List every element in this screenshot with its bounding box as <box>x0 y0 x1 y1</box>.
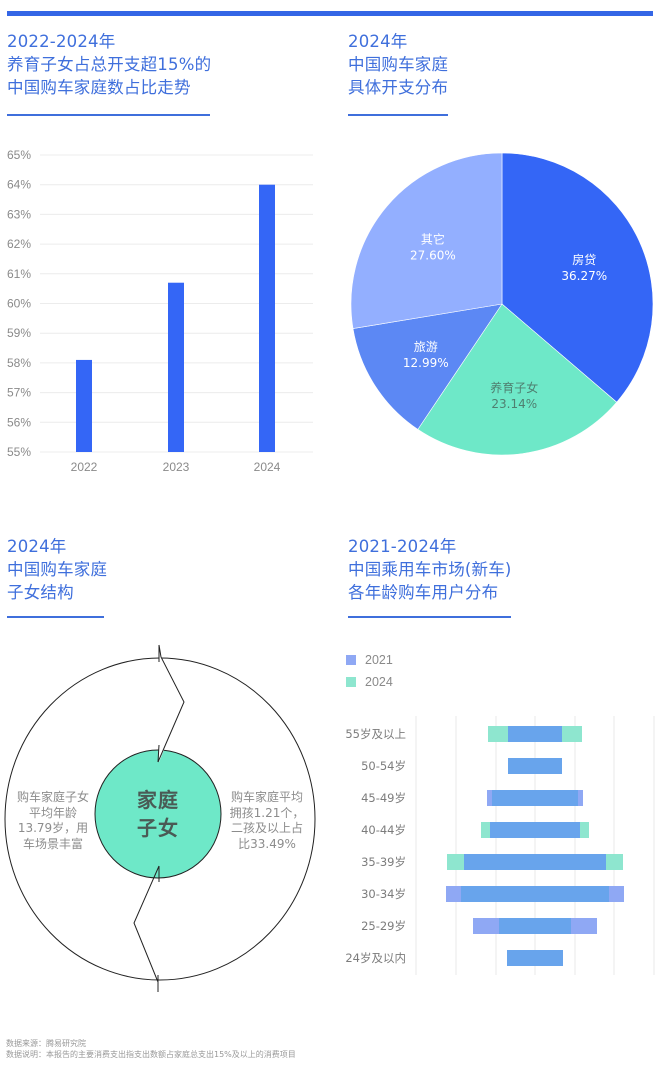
pie-slice-养育子女 <box>417 303 618 456</box>
left-description: 购车家庭子女 平均年龄 13.79岁，用 车场景丰富 <box>12 790 94 852</box>
pie-slice-其它 <box>350 152 503 329</box>
y-tick-label: 62% <box>7 237 31 251</box>
center-label-line: 子女 <box>137 816 179 840</box>
description-line: 二孩及以上占 <box>230 821 303 835</box>
pie-label-value: 23.14% <box>491 397 537 411</box>
pie-label-name: 其它 <box>421 231 445 246</box>
x-tick-label: 2023 <box>163 460 190 474</box>
children-structure-title: 2024年 中国购车家庭 子女结构 <box>7 535 107 604</box>
center-label-line: 家庭 <box>137 788 179 812</box>
y-tick-label: 59% <box>7 326 31 340</box>
age-category-label: 35-39岁 <box>361 855 406 869</box>
title-line: 2022-2024年 <box>7 32 116 51</box>
title-divider <box>7 616 104 618</box>
age-bar-overlap <box>499 918 571 934</box>
age-category-label: 24岁及以内 <box>345 951 406 965</box>
title-line: 具体开支分布 <box>348 78 449 97</box>
legend-swatch <box>346 677 356 687</box>
age-chart-legend: 2021 2024 <box>346 649 393 693</box>
title-line: 中国购车家庭数占比走势 <box>7 78 191 97</box>
description-line: 拥孩1.21个， <box>229 805 305 820</box>
age-category-label: 25-29岁 <box>361 919 406 933</box>
age-category-label: 40-44岁 <box>361 823 406 837</box>
y-tick-label: 57% <box>7 386 31 400</box>
age-bar-overlap <box>492 790 578 806</box>
y-tick-label: 64% <box>7 178 31 192</box>
right-description: 购车家庭平均 拥孩1.21个， 二孩及以上占 比33.49% <box>226 790 308 852</box>
title-line: 各年龄购车用户分布 <box>348 583 499 602</box>
bar-2022 <box>76 359 92 452</box>
legend-label: 2021 <box>365 653 393 667</box>
pie-label-name: 房贷 <box>572 252 596 267</box>
title-line: 2021-2024年 <box>348 537 457 556</box>
x-tick-label: 2024 <box>254 460 281 474</box>
top-accent-bar <box>7 11 653 16</box>
legend-item-2021: 2021 <box>346 649 393 671</box>
pie-label-name: 养育子女 <box>490 380 538 395</box>
bar-2024 <box>259 184 275 452</box>
description-line: 车场景丰富 <box>22 836 83 851</box>
inner-circle <box>94 749 222 879</box>
age-bar-overlap <box>461 886 609 902</box>
title-divider <box>348 114 448 116</box>
pie-chart-title: 2024年 中国购车家庭 具体开支分布 <box>348 30 448 99</box>
legend-label: 2024 <box>365 675 393 689</box>
title-line: 2024年 <box>348 32 408 51</box>
pie-slice-房贷 <box>501 152 654 403</box>
y-tick-label: 55% <box>7 445 31 459</box>
x-tick-label: 2022 <box>71 460 98 474</box>
description-line: 购车家庭子女 <box>16 790 89 804</box>
y-tick-label: 65% <box>7 148 31 162</box>
y-tick-label: 63% <box>7 207 31 221</box>
pie-slice-旅游 <box>352 303 503 430</box>
pie-label-name: 旅游 <box>414 340 438 354</box>
age-bar-overlap <box>507 950 563 966</box>
title-line: 中国乘用车市场(新车) <box>348 560 512 579</box>
description-line: 13.79岁，用 <box>17 821 89 835</box>
title-line: 中国购车家庭 <box>7 560 108 579</box>
description-line: 比33.49% <box>238 836 296 851</box>
age-distribution-title: 2021-2024年 中国乘用车市场(新车) 各年龄购车用户分布 <box>348 535 512 604</box>
y-tick-label: 58% <box>7 356 31 370</box>
center-label: 家庭 子女 <box>118 786 198 842</box>
title-line: 中国购车家庭 <box>348 55 449 74</box>
title-line: 子女结构 <box>7 583 74 602</box>
title-line: 2024年 <box>7 537 67 556</box>
bar-2023 <box>168 282 184 452</box>
title-divider <box>348 616 511 618</box>
age-category-label: 45-49岁 <box>361 791 406 805</box>
age-bar-overlap <box>508 758 562 774</box>
legend-item-2024: 2024 <box>346 671 393 693</box>
pie-label-value: 36.27% <box>561 269 607 283</box>
title-line: 养育子女占总开支超15%的 <box>7 55 212 74</box>
description-line: 购车家庭平均 <box>230 790 303 804</box>
age-bar-overlap <box>508 726 562 742</box>
data-note: 数据说明：本报告的主要消费支出指支出数额占家庭总支出15%及以上的消费项目 <box>6 1050 296 1059</box>
age-bar-overlap <box>490 822 580 838</box>
age-category-label: 55岁及以上 <box>345 727 406 741</box>
description-line: 平均年龄 <box>28 805 77 820</box>
footer: 数据来源：腾易研究院 数据说明：本报告的主要消费支出指支出数额占家庭总支出15%… <box>6 1038 296 1060</box>
data-source: 数据来源：腾易研究院 <box>6 1039 86 1048</box>
age-category-label: 50-54岁 <box>361 759 406 773</box>
title-divider <box>7 114 210 116</box>
age-category-label: 30-34岁 <box>361 887 406 901</box>
top-arrow-icon <box>159 645 184 762</box>
y-tick-label: 56% <box>7 415 31 429</box>
y-tick-label: 61% <box>7 267 31 281</box>
pie-label-value: 12.99% <box>403 356 449 370</box>
bar-chart-title: 2022-2024年 养育子女占总开支超15%的 中国购车家庭数占比走势 <box>7 30 211 99</box>
y-tick-label: 60% <box>7 297 31 311</box>
pie-label-value: 27.60% <box>410 248 456 262</box>
legend-swatch <box>346 655 356 665</box>
age-bar-overlap <box>464 854 606 870</box>
